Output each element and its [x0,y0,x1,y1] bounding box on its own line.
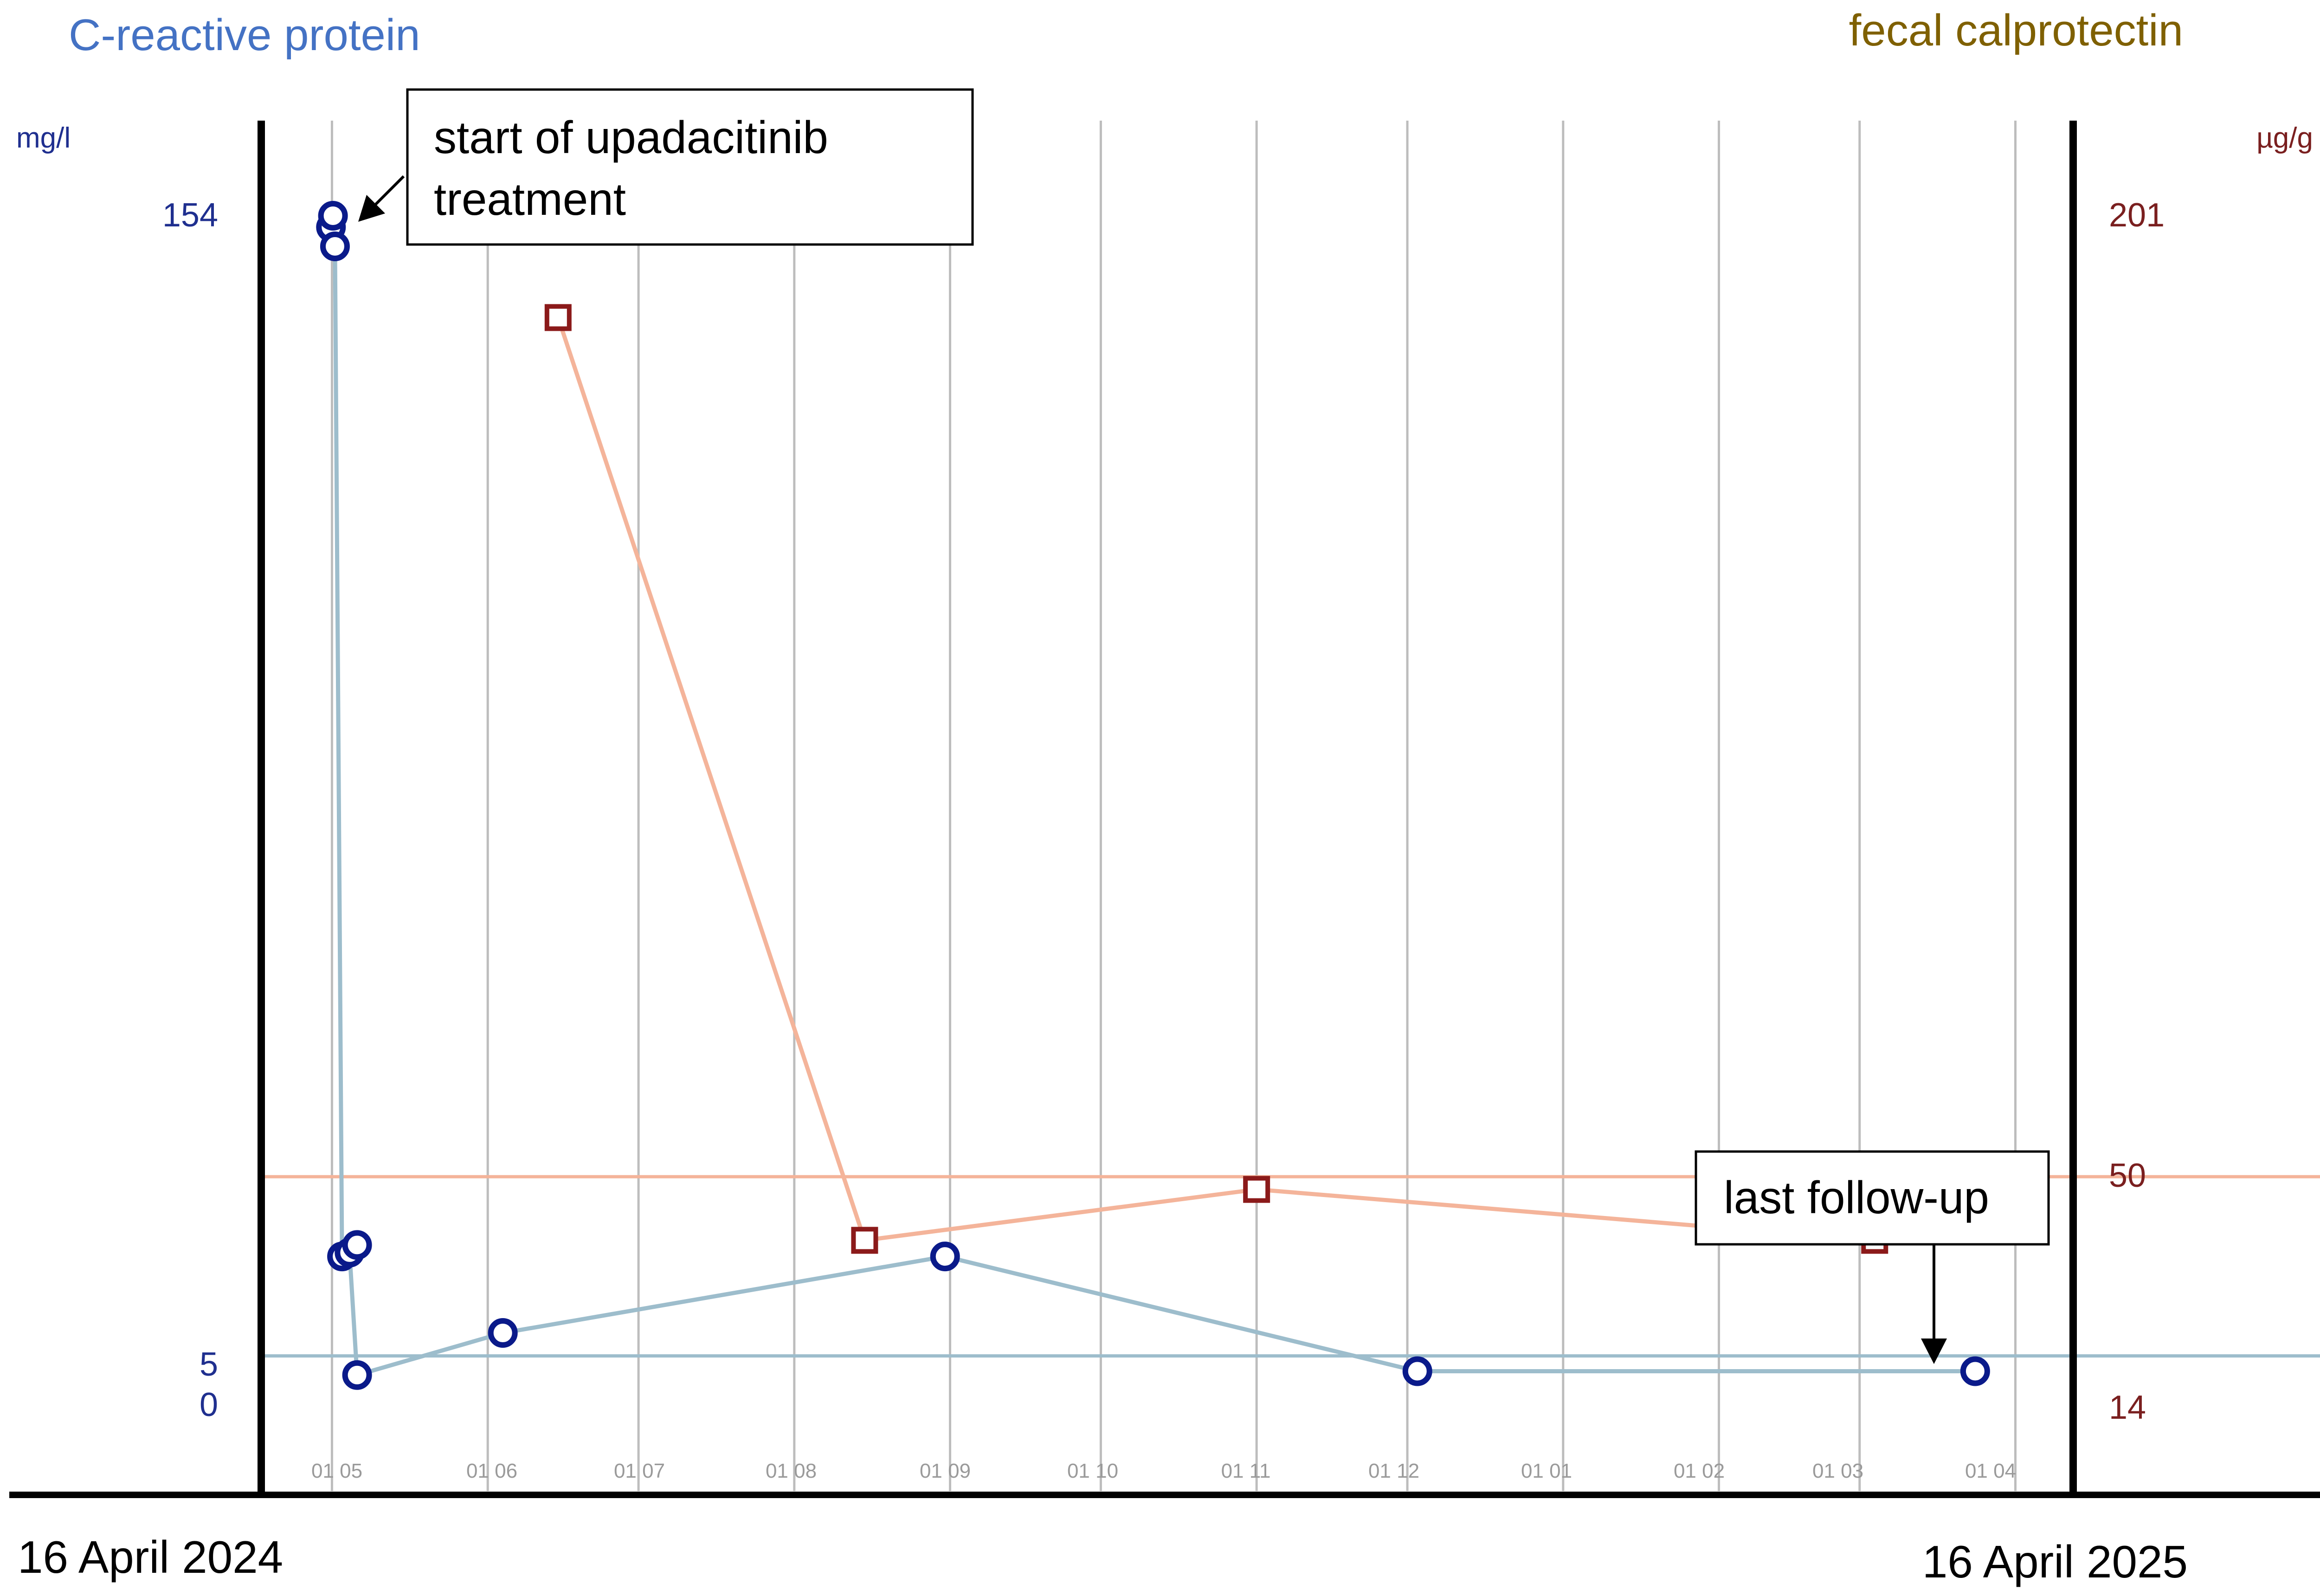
annotation-text: start of upadacitinib [434,112,828,163]
end-date-label: 16 April 2025 [1922,1536,2188,1587]
calprotectin-point [851,1227,878,1254]
left-tick-label: 154 [162,197,218,234]
month-label: 01 04 [1965,1460,2016,1482]
month-label: 01 09 [920,1460,971,1482]
series-markers [316,201,1990,1390]
right-axis-unit: µg/g [2256,122,2313,154]
annotation-arrowhead [358,195,385,222]
start-date-label: 16 April 2024 [18,1532,283,1583]
right-tick-label: 50 [2109,1157,2146,1194]
annotation-text: last follow-up [1724,1172,1989,1223]
left-axis-unit: mg/l [16,122,71,154]
left-tick-label: 0 [200,1386,218,1423]
month-label: 01 03 [1812,1460,1863,1482]
month-label: 01 11 [1221,1460,1271,1482]
right-tick-label: 201 [2109,197,2165,234]
month-label: 01 01 [1521,1460,1572,1482]
crp-point [342,1230,372,1260]
annotation-arrowhead [1921,1339,1947,1364]
right-tick-label: 14 [2109,1389,2146,1426]
annotation-last-follow-up: last follow-up [1695,1150,2050,1364]
crp-point [318,201,348,231]
calprotectin-point [1243,1176,1270,1203]
month-label: 01 08 [766,1460,817,1482]
month-label: 01 06 [466,1460,517,1482]
annotation-arrow [370,175,405,210]
month-label: 01 07 [614,1460,665,1482]
grid-lines [330,121,2017,1491]
month-label: 01 05 [311,1460,362,1482]
crp-point [1960,1356,1990,1386]
right-axis-title: fecal calprotectin [1849,6,2183,55]
annotation-box [1695,1150,2050,1246]
crp-point [1402,1356,1432,1386]
crp-point [930,1242,960,1272]
annotation-start-treatment: start of upadacitinib treatment [358,88,974,246]
annotation-box [406,88,974,246]
calprotectin-line [556,317,1875,1242]
left-tick-label: 5 [200,1346,218,1383]
month-labels: 01 05 01 06 01 07 01 08 01 09 01 10 01 1… [311,1460,2016,1482]
calprotectin-point [544,304,572,331]
crp-point [342,1360,372,1390]
month-label: 01 02 [1674,1460,1725,1482]
annotation-text: treatment [434,174,626,225]
crp-point [320,231,350,261]
crp-point [488,1318,518,1348]
month-label: 01 10 [1067,1460,1118,1482]
month-label: 01 12 [1368,1460,1419,1482]
left-axis-title: C-reactive protein [69,10,420,60]
